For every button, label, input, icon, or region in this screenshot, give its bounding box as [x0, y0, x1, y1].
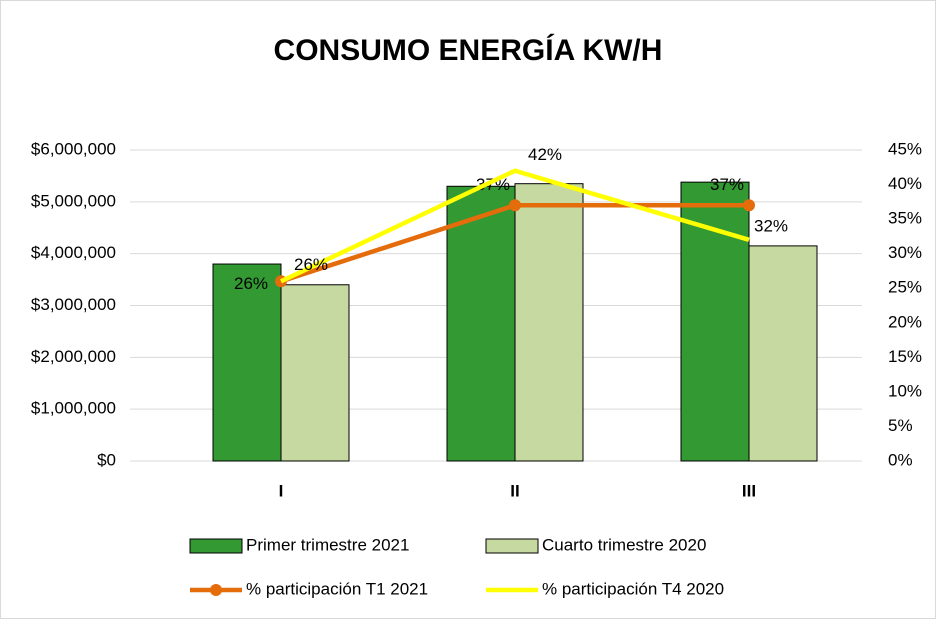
y2-tick-label: 10% [888, 381, 922, 400]
data-label: 26% [234, 274, 268, 293]
y2-tick-label: 5% [888, 416, 913, 435]
y2-tick-label: 25% [888, 278, 922, 297]
legend-swatch [189, 538, 243, 554]
legend-label: Cuarto trimestre 2020 [542, 535, 706, 554]
data-label: 42% [528, 145, 562, 164]
y-tick-label: $2,000,000 [31, 347, 116, 366]
x-tick-label: III [742, 481, 756, 500]
x-tick-label: II [510, 481, 519, 500]
bar [446, 185, 516, 462]
y2-tick-label: 45% [888, 139, 922, 158]
legend-label: % participación T4 2020 [542, 579, 724, 598]
legend-label: Primer trimestre 2021 [246, 535, 409, 554]
chart-title: CONSUMO ENERGÍA KW/H [274, 33, 663, 67]
y-tick-label: $1,000,000 [31, 399, 116, 418]
bar [212, 263, 282, 462]
bar [280, 284, 350, 462]
y2-tick-label: 35% [888, 209, 922, 228]
y2-tick-label: 40% [888, 174, 922, 193]
bar [514, 183, 584, 462]
line-marker [509, 199, 521, 212]
y2-tick-label: 30% [888, 243, 922, 262]
data-label: 26% [294, 255, 328, 274]
y-tick-label: $5,000,000 [31, 191, 116, 210]
data-label: 32% [754, 216, 788, 235]
y2-tick-label: 15% [888, 347, 922, 366]
x-tick-label: I [279, 481, 284, 500]
y-tick-label: $4,000,000 [31, 243, 116, 262]
y-tick-label: $6,000,000 [31, 139, 116, 158]
data-label: 37% [710, 175, 744, 194]
y-tick-label: $3,000,000 [31, 295, 116, 314]
bar [748, 245, 818, 462]
y2-tick-label: 0% [888, 450, 913, 469]
line-marker [743, 199, 755, 212]
legend-marker [210, 584, 222, 596]
line [280, 168, 750, 284]
y2-tick-label: 20% [888, 312, 922, 331]
legend-label: % participación T1 2021 [246, 579, 428, 598]
legend-swatch [485, 538, 539, 554]
y-tick-label: $0 [97, 450, 116, 469]
